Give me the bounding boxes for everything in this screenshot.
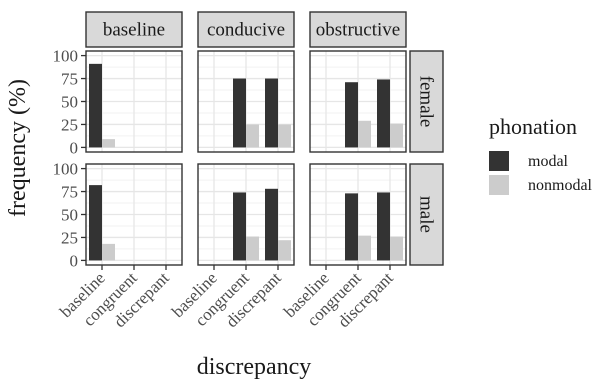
strip-background	[409, 50, 444, 153]
panel-conducive-female	[197, 50, 295, 153]
bar-nonmodal	[390, 236, 403, 261]
strip-label: female	[416, 76, 437, 128]
strip-background	[85, 11, 183, 48]
strip-label: obstructive	[316, 20, 400, 41]
panel-baseline-male	[85, 163, 183, 266]
bar-modal	[265, 188, 278, 261]
x-axis-title: discrepancy	[197, 354, 312, 380]
bar-nonmodal	[246, 124, 259, 148]
bar-modal	[345, 193, 358, 261]
column-strips: baseline conducive obstructive	[85, 11, 407, 48]
bar-modal	[89, 185, 102, 261]
y-tick-label: 100	[53, 47, 79, 66]
panel-border	[197, 50, 295, 153]
bar-modal	[377, 79, 390, 148]
y-tick-label: 0	[70, 138, 79, 157]
y-tick-label: 75	[61, 183, 78, 202]
bar-nonmodal	[358, 120, 371, 148]
y-tick-label: 75	[61, 70, 78, 89]
bar-nonmodal	[246, 236, 259, 261]
legend-title: phonation	[489, 114, 577, 139]
y-tick-label: 100	[53, 160, 79, 179]
y-tick-label: 25	[61, 228, 78, 247]
panel-border	[309, 50, 407, 153]
strip-obstructive: obstructive	[309, 11, 407, 48]
bar-nonmodal	[102, 139, 115, 148]
strip-background	[197, 11, 295, 48]
legend-swatch-modal	[489, 151, 509, 171]
bar-modal	[233, 192, 246, 261]
strip-label: conducive	[207, 20, 285, 41]
row-strips: female male	[409, 50, 444, 266]
bar-nonmodal	[278, 240, 291, 261]
panel-conducive-male	[197, 163, 295, 266]
strip-baseline: baseline	[85, 11, 183, 48]
bar-modal	[377, 192, 390, 261]
bar-nonmodal	[390, 123, 403, 148]
bar-modal	[265, 78, 278, 148]
legend: phonation modal nonmodal	[489, 114, 593, 195]
strip-background	[309, 11, 407, 48]
bar-nonmodal	[358, 235, 371, 261]
bar-nonmodal	[102, 243, 115, 261]
panel-obstructive-male	[309, 163, 407, 266]
strip-male: male	[409, 163, 444, 266]
bar-nonmodal	[278, 124, 291, 148]
y-tick-label: 0	[70, 251, 79, 270]
legend-label-modal: modal	[528, 153, 569, 170]
panels-layer	[85, 50, 407, 266]
bar-modal	[89, 63, 102, 148]
bar-modal	[345, 82, 358, 148]
panel-obstructive-female	[309, 50, 407, 153]
panel-baseline-female	[85, 50, 183, 153]
x-axis: baselinecongruentdiscrepantbaselinecongr…	[56, 265, 397, 331]
legend-label-nonmodal: nonmodal	[528, 177, 593, 194]
y-axis-title: frequency (%)	[5, 79, 31, 217]
strip-female: female	[409, 50, 444, 153]
legend-swatch-nonmodal	[489, 175, 509, 195]
y-tick-label: 50	[61, 93, 78, 112]
bar-modal	[233, 78, 246, 148]
y-tick-label: 50	[61, 206, 78, 225]
strip-label: male	[416, 196, 437, 233]
y-axis: 0 25 50 75 100 0 25 50 75 100	[53, 47, 86, 270]
strip-label: baseline	[103, 20, 165, 41]
y-tick-label: 25	[61, 115, 78, 134]
strip-conducive: conducive	[197, 11, 295, 48]
strip-background	[409, 163, 444, 266]
